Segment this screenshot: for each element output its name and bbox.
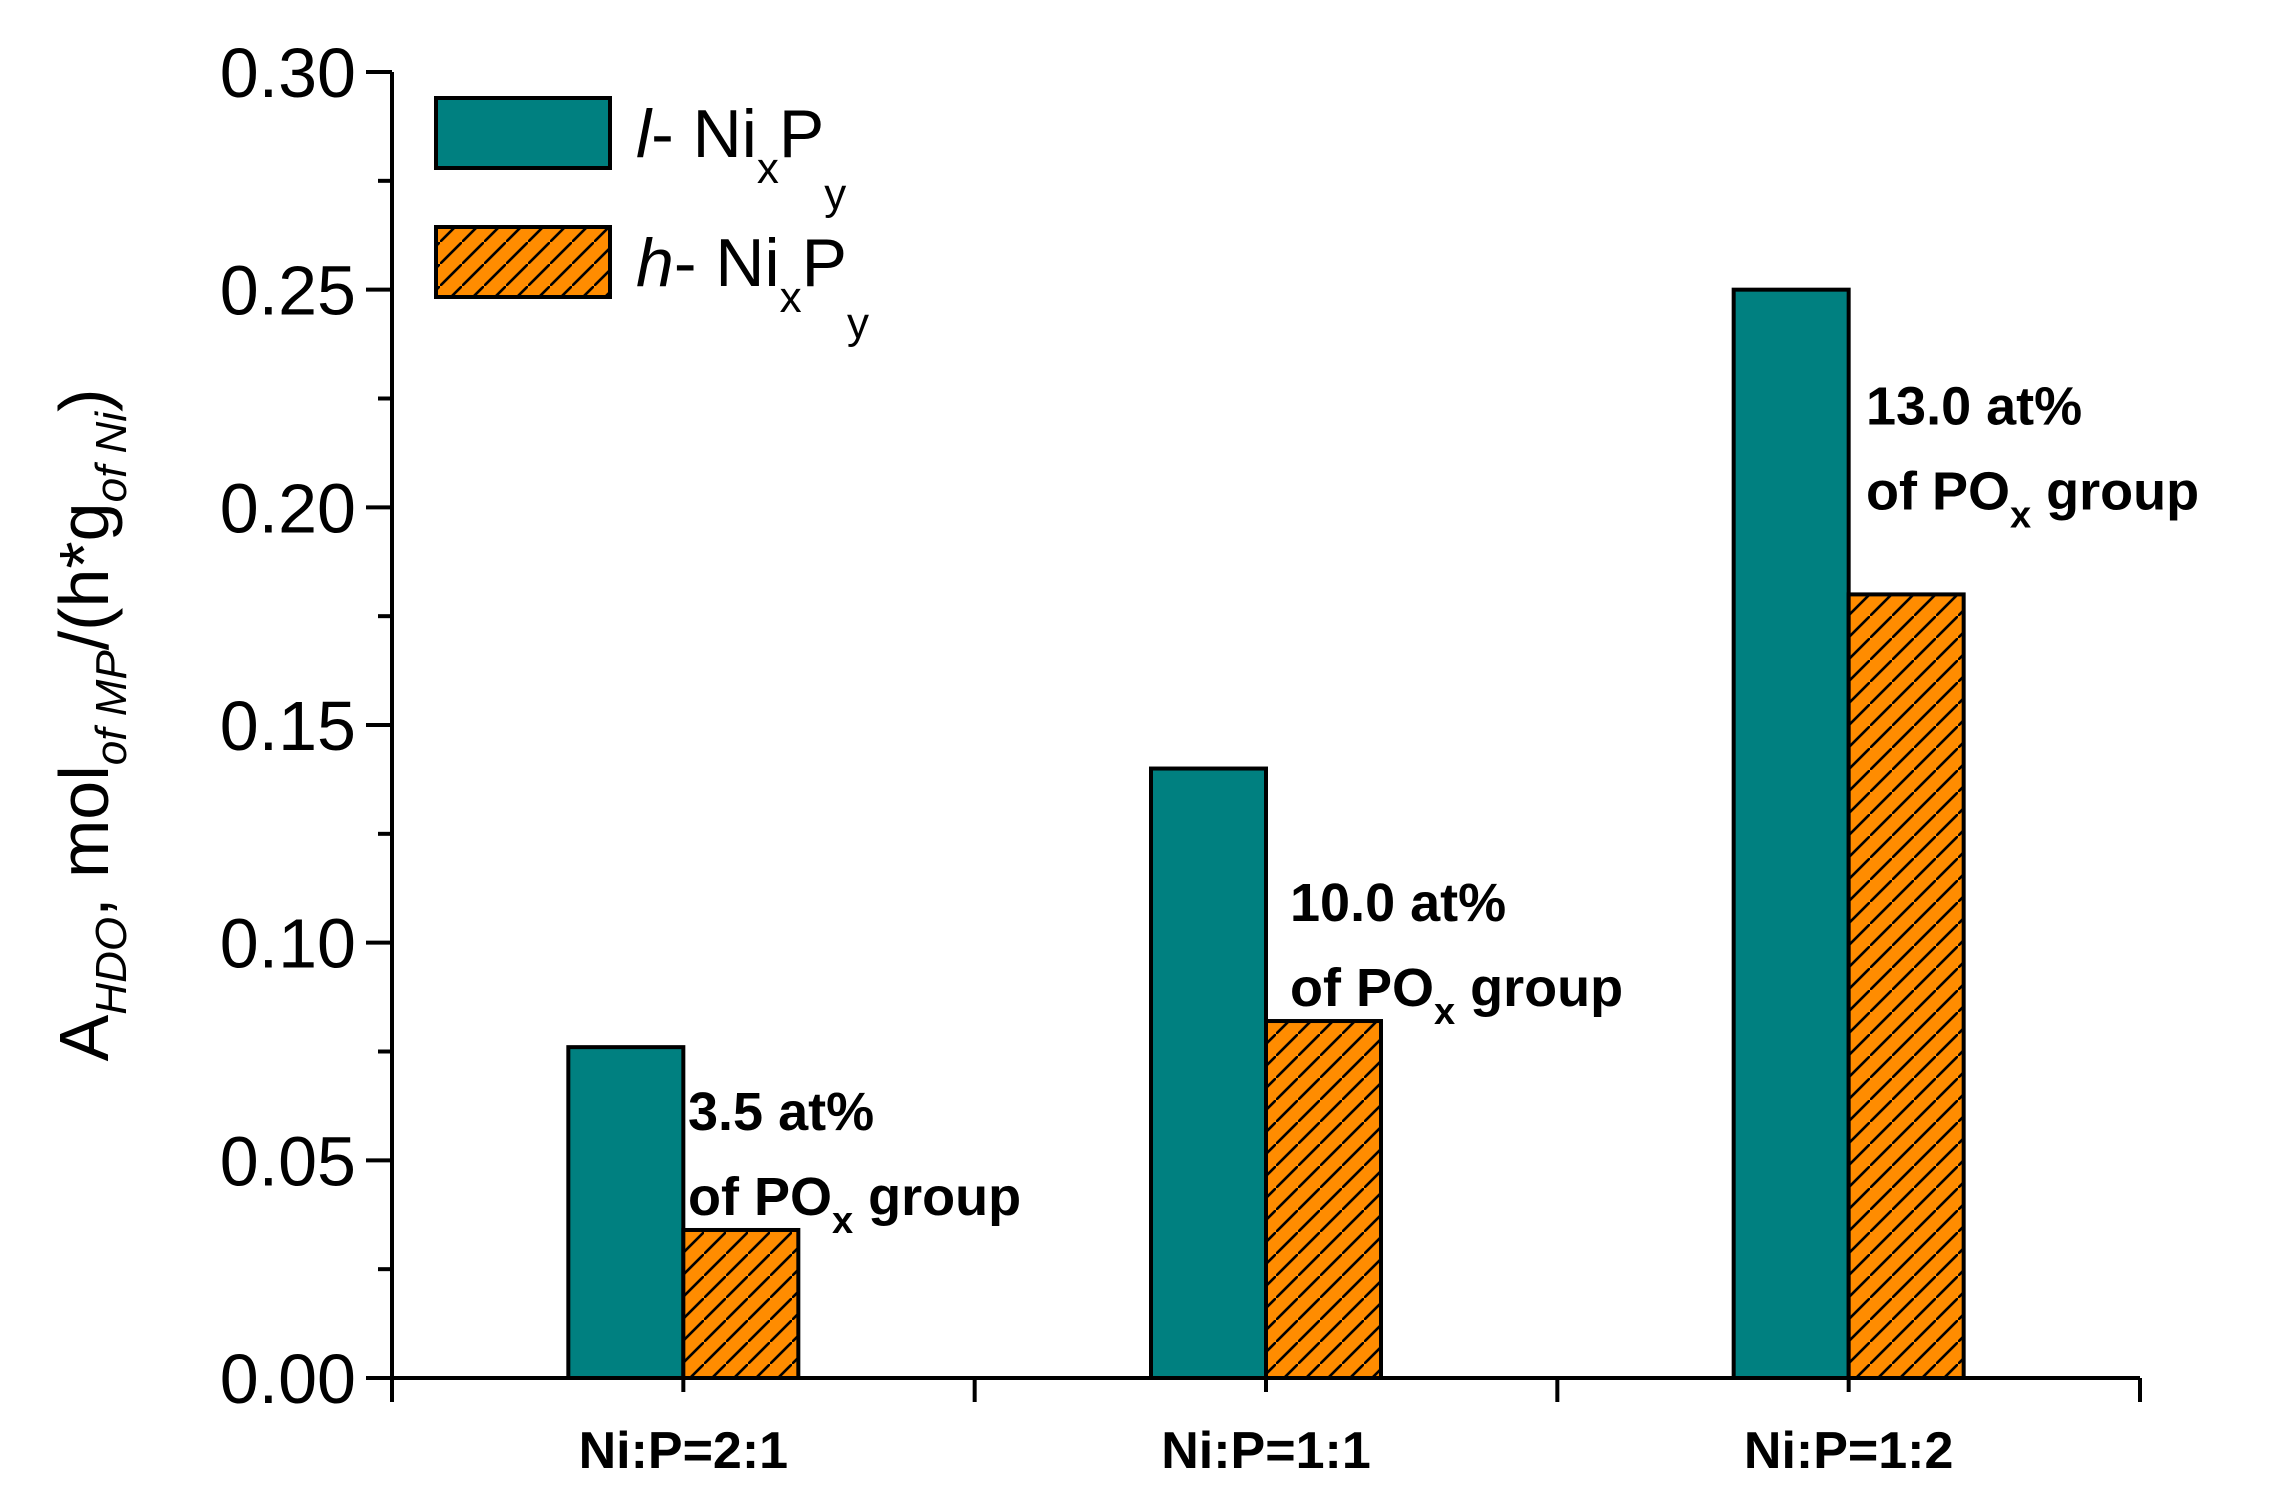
axes-layer	[366, 70, 2142, 1402]
legend-subscript: x	[780, 273, 802, 322]
legend-subscript: x	[757, 144, 779, 193]
annotation-line2: of POx group	[1866, 461, 2199, 536]
y-tick-label-5: 0.25	[220, 252, 356, 330]
annotation-line1: 3.5 at%	[688, 1082, 874, 1142]
bar-h-3	[1846, 592, 1966, 1380]
annotation-text: group	[2031, 461, 2199, 521]
annotation-line2: of POx group	[1290, 958, 1623, 1033]
x-tick-label-3: Ni:P=1:2	[1744, 1422, 1954, 1480]
y-axis-label-sub: HDO	[87, 917, 136, 1015]
annotation-2: 10.0 at% of POx group	[1290, 873, 1623, 1033]
annotation-line2: of POx group	[688, 1167, 1021, 1242]
y-tick-label-1: 0.05	[220, 1122, 356, 1200]
annotation-subscript: x	[1434, 991, 1455, 1033]
annotation-text: group	[1455, 958, 1623, 1018]
bar-l-1	[566, 1045, 686, 1380]
annotation-text: of PO	[1290, 958, 1434, 1018]
annotation-3: 13.0 at% of POx group	[1866, 376, 2199, 536]
legend-label-h: h- NixPy	[636, 225, 869, 348]
x-tick-label-1: Ni:P=2:1	[579, 1422, 789, 1480]
y-axis-label-part: , mol	[45, 765, 123, 917]
y-axis-label-sub: of MP	[87, 650, 136, 766]
legend-text: P	[779, 96, 824, 172]
annotation-1: 3.5 at% of POx group	[688, 1082, 1021, 1242]
x-tick-label-2: Ni:P=1:1	[1161, 1422, 1371, 1480]
bars-layer	[566, 287, 1966, 1381]
y-axis-label-part: /(h*g	[45, 502, 123, 650]
y-tick-label-3: 0.15	[220, 687, 356, 765]
bar-h-2	[1264, 1019, 1383, 1380]
y-tick-label-2: 0.10	[220, 905, 356, 983]
y-tick-label-4: 0.20	[220, 469, 356, 547]
y-tick-label-6: 0.30	[220, 34, 356, 112]
legend-subscript: y	[847, 299, 869, 348]
annotation-text: of PO	[688, 1167, 832, 1227]
annotation-subscript: x	[832, 1200, 853, 1242]
legend-text: - Ni	[651, 96, 757, 172]
legend-swatch-h	[434, 225, 612, 299]
annotation-text: of PO	[1866, 461, 2010, 521]
legend-prefix: l	[636, 96, 653, 172]
legend-swatch-l	[434, 96, 612, 170]
bar-l-2	[1149, 766, 1268, 1380]
labels-layer: 0.00 0.05 0.10 0.15 0.20 0.25 0.30 Ni:P=2:1 Ni:P…	[45, 34, 2199, 1480]
annotation-subscript: x	[2010, 494, 2031, 536]
legend-label-l: l- NixPy	[636, 96, 846, 219]
y-axis-label-part: )	[45, 389, 123, 412]
bar-h-1	[681, 1227, 801, 1381]
annotation-line1: 13.0 at%	[1866, 376, 2082, 436]
legend-subscript: y	[824, 170, 846, 219]
legend-text: P	[802, 225, 847, 301]
legend-text: - Ni	[674, 225, 780, 301]
y-axis-label-sub: of Ni	[87, 411, 136, 503]
y-axis-label-part: A	[45, 1014, 123, 1061]
y-tick-label-0: 0.00	[220, 1340, 356, 1418]
legend-prefix: h	[636, 225, 674, 301]
annotation-line1: 10.0 at%	[1290, 873, 1506, 933]
y-axis-label: AHDO, molof MP/(h*gof Ni)	[45, 389, 136, 1062]
annotation-text: group	[853, 1167, 1021, 1227]
bar-l-3	[1731, 287, 1851, 1381]
